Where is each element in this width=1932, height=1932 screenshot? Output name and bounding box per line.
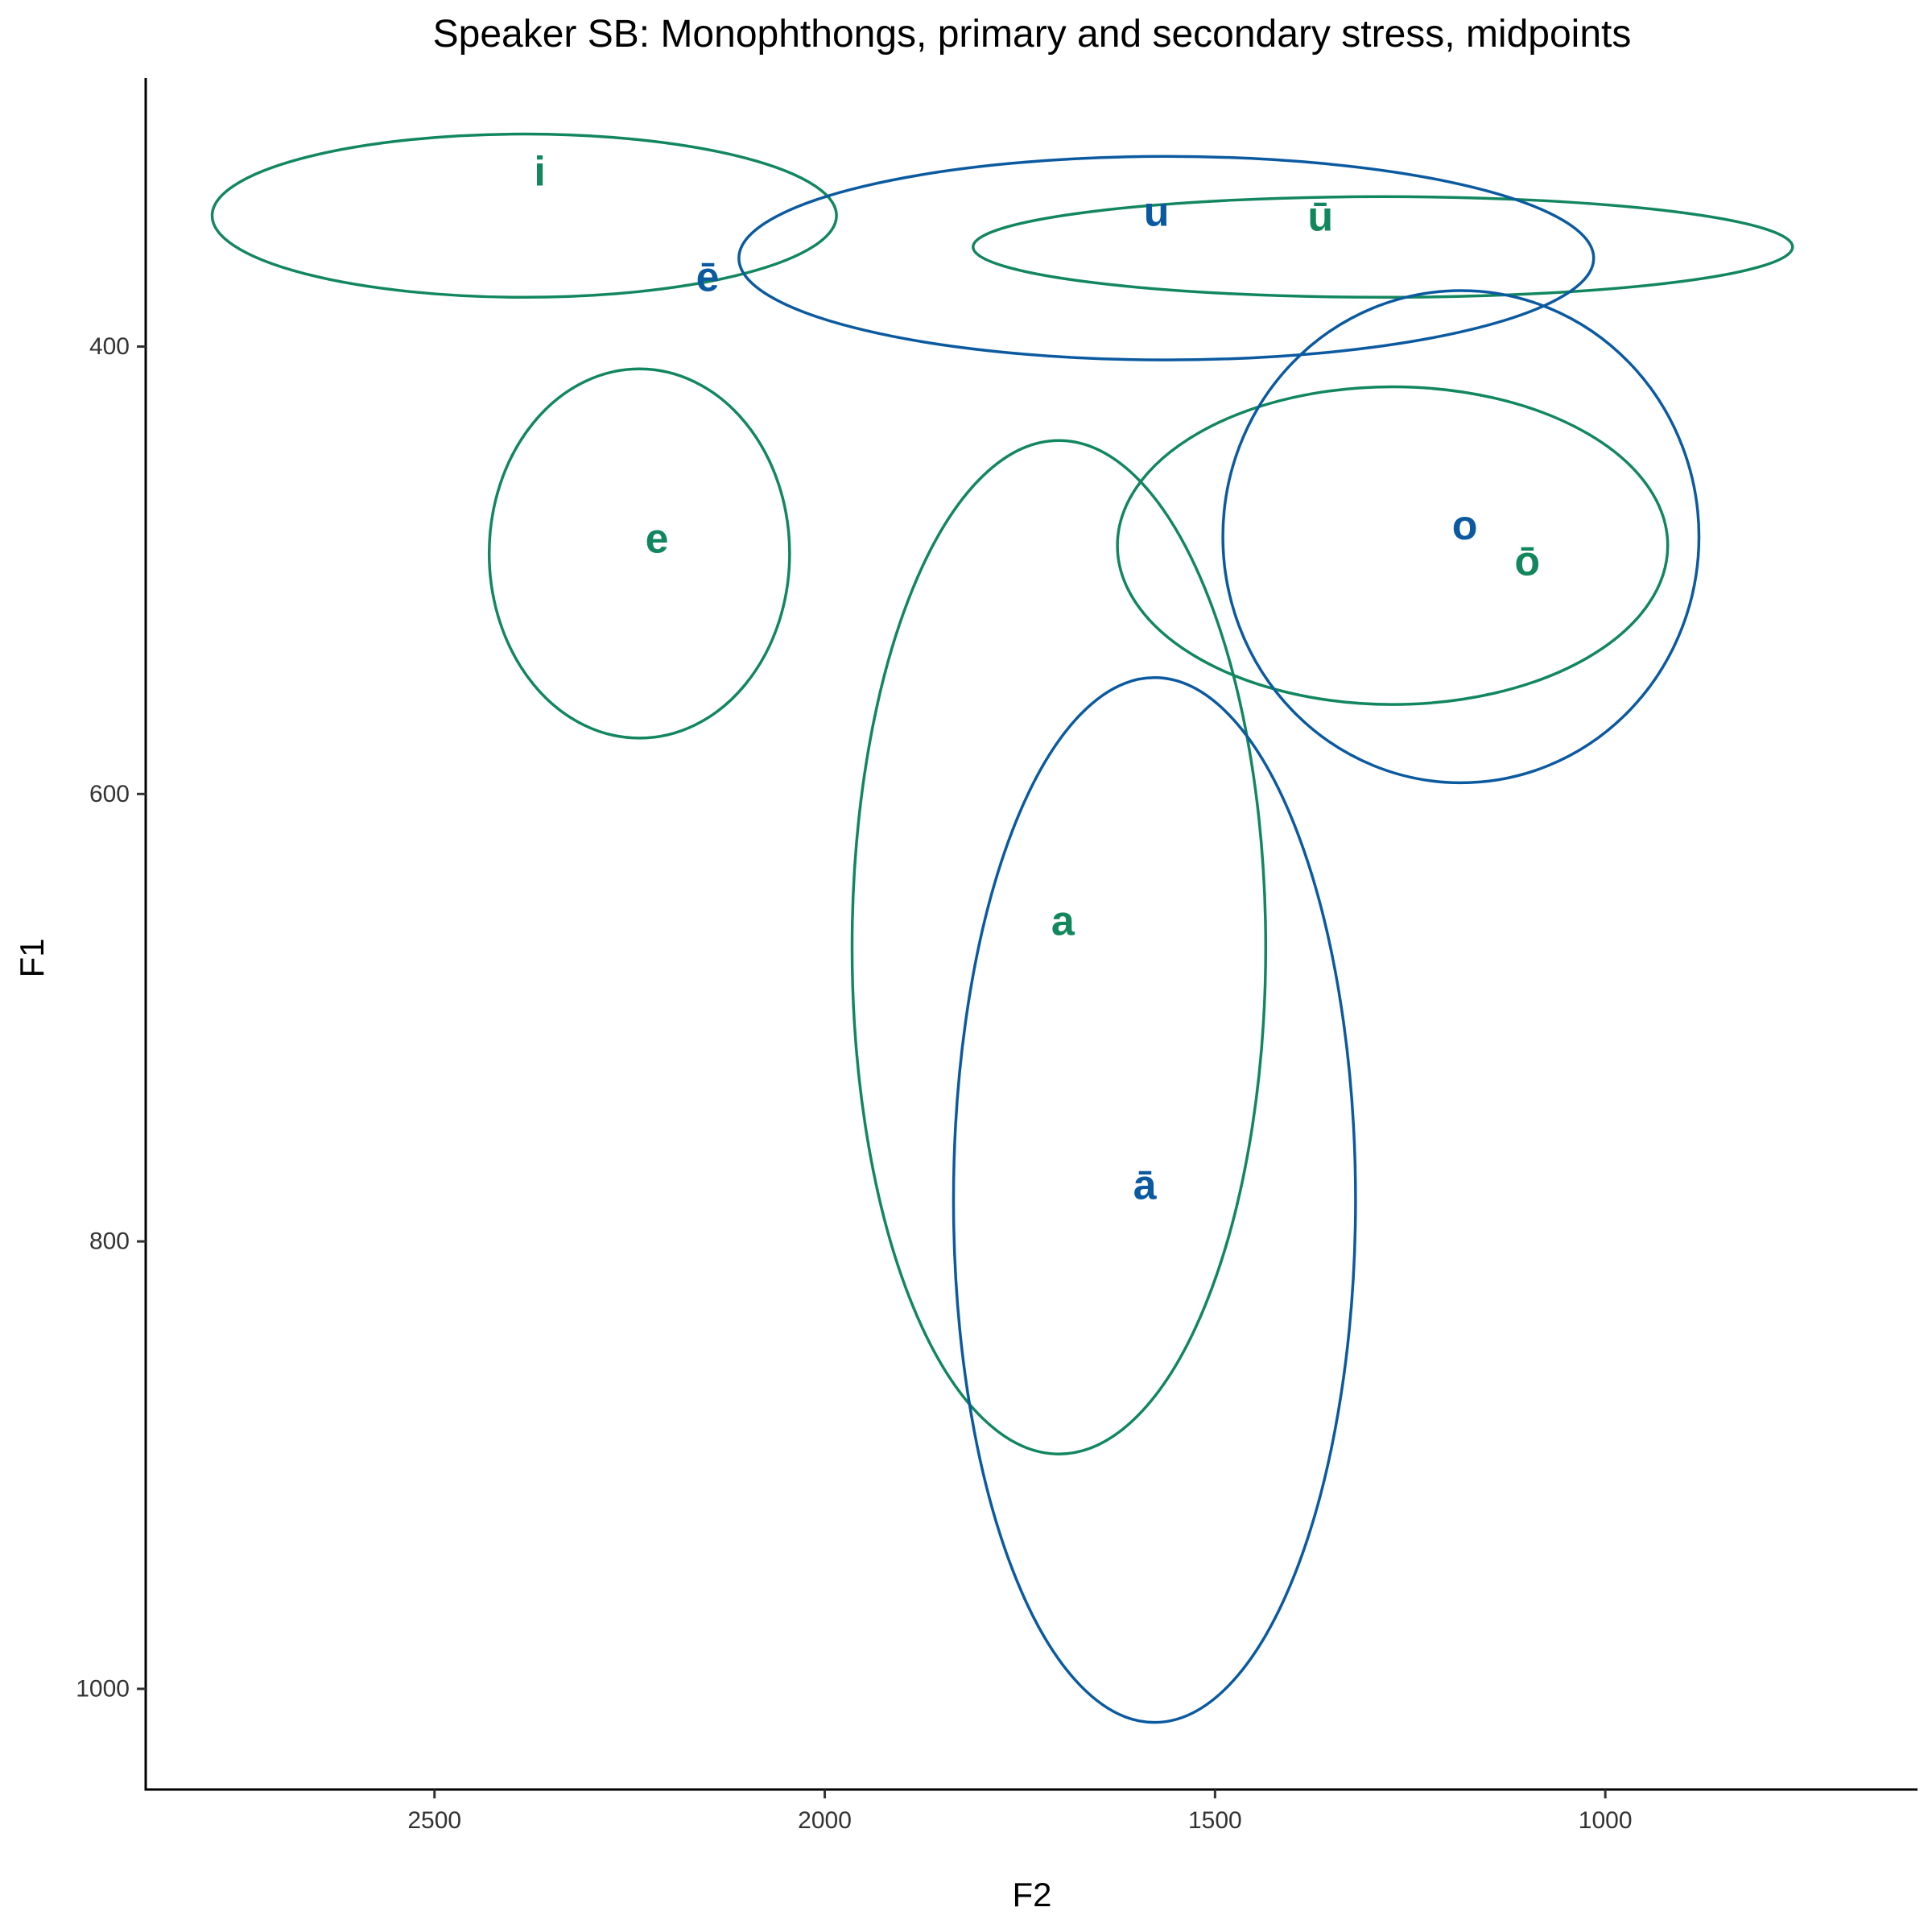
vowel-label-layer: i e a ū ō ē u ā o xyxy=(534,149,1540,1209)
x-axis-title: F2 xyxy=(1012,1876,1051,1913)
vowel-label-i: i xyxy=(534,149,545,196)
x-tick-label: 1000 xyxy=(1579,1807,1633,1834)
y-tick-label: 400 xyxy=(89,333,130,360)
ellipse-ā xyxy=(952,676,1357,1724)
vowel-label-ē: ē xyxy=(696,254,720,300)
ellipse-o xyxy=(1221,289,1701,785)
ellipse-a xyxy=(850,439,1268,1455)
vowel-label-o: o xyxy=(1452,502,1478,549)
ellipse-ō xyxy=(1116,385,1670,706)
y-tick-label: 1000 xyxy=(76,1675,130,1702)
ellipse-e xyxy=(487,367,791,740)
y-axis-title: F1 xyxy=(13,938,51,977)
ellipse-ū xyxy=(972,195,1794,299)
x-tick-label: 2500 xyxy=(407,1807,461,1834)
vowel-label-e: e xyxy=(646,516,669,563)
y-tick-label: 800 xyxy=(89,1228,130,1255)
ellipse-layer xyxy=(210,132,1794,1724)
ellipse-u xyxy=(737,155,1596,361)
chart-title: Speaker SB: Monophthongs, primary and se… xyxy=(433,13,1632,56)
plot-area: i e a ū ō ē u ā o xyxy=(210,132,1794,1724)
y-tick-label: 600 xyxy=(89,781,130,807)
x-tick-label: 1500 xyxy=(1188,1807,1242,1834)
x-axis-ticks: 2500 2000 1500 1000 xyxy=(407,1790,1633,1834)
vowel-label-u: u xyxy=(1144,189,1170,236)
y-axis-ticks: 400 600 800 1000 xyxy=(76,333,146,1702)
ellipse-i xyxy=(210,132,838,299)
vowel-label-ō: ō xyxy=(1514,538,1540,584)
vowel-label-ā: ā xyxy=(1133,1162,1158,1209)
x-tick-label: 2000 xyxy=(798,1807,852,1834)
vowel-label-a: a xyxy=(1051,898,1075,945)
vowel-label-ū: ū xyxy=(1307,193,1333,240)
